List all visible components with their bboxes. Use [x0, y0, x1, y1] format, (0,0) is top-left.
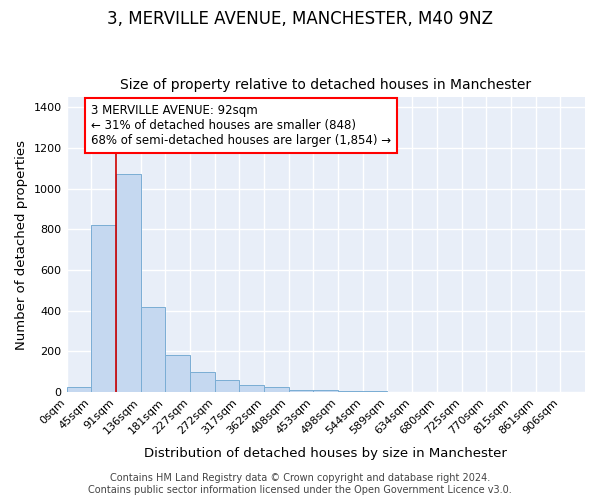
Text: 3, MERVILLE AVENUE, MANCHESTER, M40 9NZ: 3, MERVILLE AVENUE, MANCHESTER, M40 9NZ: [107, 10, 493, 28]
Bar: [313, 390, 338, 392]
Text: 3 MERVILLE AVENUE: 92sqm
← 31% of detached houses are smaller (848)
68% of semi-: 3 MERVILLE AVENUE: 92sqm ← 31% of detach…: [91, 104, 391, 148]
Bar: [140, 306, 165, 392]
Bar: [239, 385, 264, 392]
Text: Contains HM Land Registry data © Crown copyright and database right 2024.
Contai: Contains HM Land Registry data © Crown c…: [88, 474, 512, 495]
Bar: [91, 226, 116, 392]
Bar: [338, 391, 363, 392]
Bar: [165, 356, 190, 392]
Bar: [264, 387, 289, 392]
Y-axis label: Number of detached properties: Number of detached properties: [15, 140, 28, 350]
Bar: [289, 390, 313, 392]
X-axis label: Distribution of detached houses by size in Manchester: Distribution of detached houses by size …: [145, 447, 507, 460]
Bar: [190, 372, 215, 392]
Bar: [67, 387, 91, 392]
Title: Size of property relative to detached houses in Manchester: Size of property relative to detached ho…: [120, 78, 532, 92]
Bar: [215, 380, 239, 392]
Bar: [116, 174, 140, 392]
